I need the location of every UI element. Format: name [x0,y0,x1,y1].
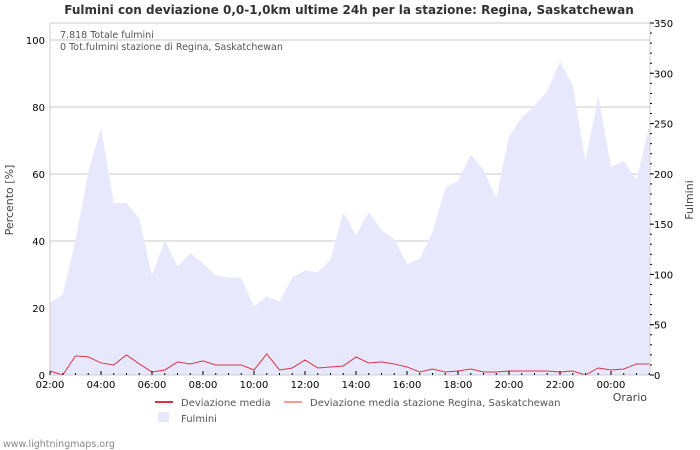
y-right-tick-label: 250 [654,120,673,131]
x-tick-label: 04:00 [87,380,116,391]
y-left-tick-label: 60 [32,170,45,181]
y-right-tick-label: 0 [654,371,660,382]
y-right-tick-label: 350 [654,19,673,30]
x-tick-label: 12:00 [291,380,320,391]
y-left-tick-label: 20 [32,304,45,315]
legend-label-deviazione: Deviazione media [181,398,271,409]
x-tick-label: 20:00 [495,380,524,391]
x-tick-label: 00:00 [597,380,626,391]
x-tick-label: 16:00 [393,380,422,391]
x-tick-label: 06:00 [138,380,167,391]
y-left-label: Percento [%] [3,165,16,236]
deviazione-media-line [49,353,650,376]
x-axis-label: Orario [613,391,648,404]
x-tick-label: 18:00 [444,380,473,391]
x-tick-label: 14:00 [342,380,371,391]
annotation-station: 0 Tot.fulmini stazione di Regina, Saskat… [60,42,283,53]
y-right-tick-label: 50 [654,321,667,332]
plot-border [49,22,651,376]
legend-label-fulmini: Fulmini [181,414,217,425]
y-right-tick-label: 200 [654,170,673,181]
x-tick-label: 22:00 [546,380,575,391]
y-right-tick-label: 100 [654,270,673,281]
y-left-tick-label: 100 [26,36,45,47]
x-tick-label: 08:00 [189,380,218,391]
legend-label-stazione: Deviazione media stazione Regina, Saskat… [310,398,560,409]
annotation-total: 7.818 Totale fulmini [60,30,154,41]
y-right-tick-label: 150 [654,220,673,231]
y-right-label: Fulmini [683,180,696,220]
legend-swatch-fulmini [158,412,169,422]
x-tick-label: 10:00 [240,380,269,391]
y-left-tick-label: 0 [39,371,45,382]
fulmini-area [50,61,650,376]
y-left-tick-label: 80 [32,103,45,114]
y-left-tick-label: 40 [32,237,45,248]
y-right-tick-label: 300 [654,69,673,80]
footer-link[interactable]: www.lightningmaps.org [3,439,115,450]
x-tick-label: 02:00 [36,380,65,391]
chart-title: Fulmini con deviazione 0,0-1,0km ultime … [64,3,634,17]
legend: Deviazione media Deviazione media stazio… [155,398,560,425]
